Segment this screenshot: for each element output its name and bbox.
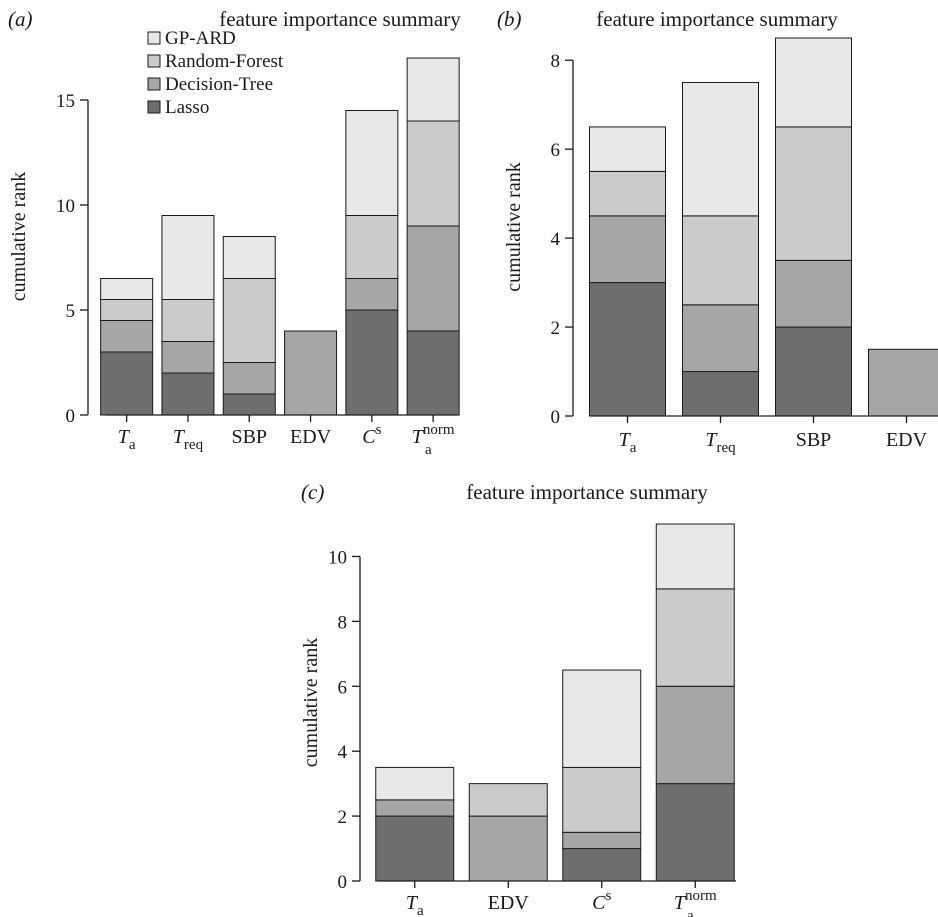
bar-random-forest-0 (100, 299, 154, 321)
bar-lasso-0 (589, 282, 666, 417)
bar-gp-ard-0 (375, 766, 455, 801)
panel-label: (a) (8, 7, 33, 31)
bar-decision-tree-2 (775, 259, 852, 328)
bar-gp-ard-3 (655, 523, 735, 590)
y-tick-label-2: 4 (551, 229, 561, 250)
category-label-5: Tnorm a (412, 422, 455, 458)
bar-gp-ard-5 (406, 57, 460, 122)
chart-title: feature importance summary (466, 480, 708, 504)
bar-decision-tree-2 (562, 831, 642, 850)
y-tick-label-3: 15 (56, 91, 75, 112)
bar-gp-ard-2 (775, 37, 852, 128)
y-tick-label-0: 0 (338, 872, 348, 893)
bar-decision-tree-1 (682, 304, 759, 373)
bar-random-forest-0 (589, 170, 666, 217)
bar-decision-tree-5 (406, 225, 460, 332)
y-tick-label-3: 6 (551, 140, 561, 161)
legend-label-gp-ard: GP-ARD (165, 28, 236, 49)
bar-random-forest-2 (562, 766, 642, 833)
category-label-0: Ta (406, 892, 424, 917)
category-label-3: Tnorm a (674, 888, 717, 917)
bar-random-forest-1 (468, 783, 548, 817)
y-tick-label-3: 6 (338, 677, 348, 698)
bar-decision-tree-3 (655, 685, 735, 785)
category-label-1: Treq (173, 426, 204, 453)
y-tick-label-0: 0 (66, 406, 76, 427)
bar-random-forest-3 (655, 588, 735, 687)
bar-lasso-5 (406, 330, 460, 416)
bar-lasso-2 (775, 326, 852, 417)
y-tick-label-4: 8 (338, 612, 348, 633)
y-tick-label-2: 10 (56, 196, 75, 217)
bar-decision-tree-1 (468, 815, 548, 882)
category-label-2: SBP (796, 429, 832, 451)
bar-decision-tree-3 (868, 348, 938, 417)
category-label-1: EDV (488, 892, 530, 914)
bar-decision-tree-1 (161, 341, 215, 374)
y-tick-label-2: 4 (338, 742, 348, 763)
y-axis-label: cumulative rank (8, 172, 30, 301)
y-tick-label-1: 2 (551, 318, 561, 339)
category-label-0: Ta (118, 426, 136, 453)
bar-gp-ard-1 (682, 81, 759, 217)
category-label-1: Treq (705, 429, 736, 456)
y-tick-label-0: 0 (551, 407, 561, 428)
bar-decision-tree-0 (100, 320, 154, 353)
bar-random-forest-1 (682, 215, 759, 306)
y-axis-label: cumulative rank (300, 638, 322, 767)
bar-gp-ard-2 (222, 236, 276, 279)
bar-lasso-0 (100, 351, 154, 416)
panel-label: (b) (497, 7, 522, 31)
chart-panel-b: Ta Treq SBP EDV 0 2 4 6 8 cumulative rank feature … (497, 7, 938, 456)
chart-title: feature importance summary (596, 7, 838, 31)
chart-title: feature importance summary (219, 7, 461, 31)
bar-gp-ard-0 (589, 126, 666, 172)
y-tick-label-1: 5 (66, 301, 76, 322)
legend-label-lasso: Lasso (165, 97, 209, 118)
bar-lasso-2 (222, 393, 276, 416)
legend-label-decision-tree: Decision-Tree (165, 74, 273, 95)
panel-label: (c) (301, 480, 324, 504)
category-label-3: EDV (886, 429, 928, 451)
bar-decision-tree-3 (284, 330, 338, 416)
category-label-0: Ta (619, 429, 637, 456)
legend-swatch-random-forest (147, 54, 161, 68)
bar-decision-tree-0 (589, 215, 666, 284)
bar-lasso-3 (655, 783, 735, 882)
category-label-3: EDV (290, 426, 332, 448)
bar-lasso-4 (345, 309, 399, 416)
y-tick-label-4: 8 (551, 51, 561, 72)
bar-random-forest-4 (345, 215, 399, 279)
bar-gp-ard-0 (100, 278, 154, 300)
bar-random-forest-2 (775, 126, 852, 261)
category-label-4: Cs (362, 422, 381, 448)
y-tick-label-5: 10 (328, 547, 347, 568)
bar-decision-tree-0 (375, 799, 455, 817)
bar-gp-ard-4 (345, 110, 399, 216)
chart-panel-c: Ta EDV Cs Tnorm a 0 2 4 6 8 10 cumulative rank featu… (300, 480, 736, 917)
bar-random-forest-2 (222, 278, 276, 363)
bar-gp-ard-2 (562, 669, 642, 768)
legend-swatch-gp-ard (147, 31, 161, 45)
legend-swatch-decision-tree (147, 77, 161, 91)
legend-label-random-forest: Random-Forest (165, 51, 284, 72)
bar-lasso-1 (682, 371, 759, 417)
bar-gp-ard-1 (161, 215, 215, 300)
category-label-2: SBP (231, 426, 267, 448)
category-label-2: Cs (592, 888, 611, 914)
legend-swatch-lasso (147, 100, 161, 114)
bar-decision-tree-4 (345, 278, 399, 311)
bar-random-forest-1 (161, 299, 215, 342)
bar-decision-tree-2 (222, 362, 276, 395)
y-tick-label-1: 2 (338, 807, 348, 828)
bar-lasso-2 (562, 848, 642, 882)
y-axis-label: cumulative rank (503, 162, 525, 291)
bar-lasso-1 (161, 372, 215, 416)
chart-panel-a: Ta Treq SBP EDV Cs Tnorm a 0 5 10 15 cumulative ran… (8, 7, 461, 458)
bar-lasso-0 (375, 815, 455, 882)
bar-random-forest-5 (406, 120, 460, 227)
